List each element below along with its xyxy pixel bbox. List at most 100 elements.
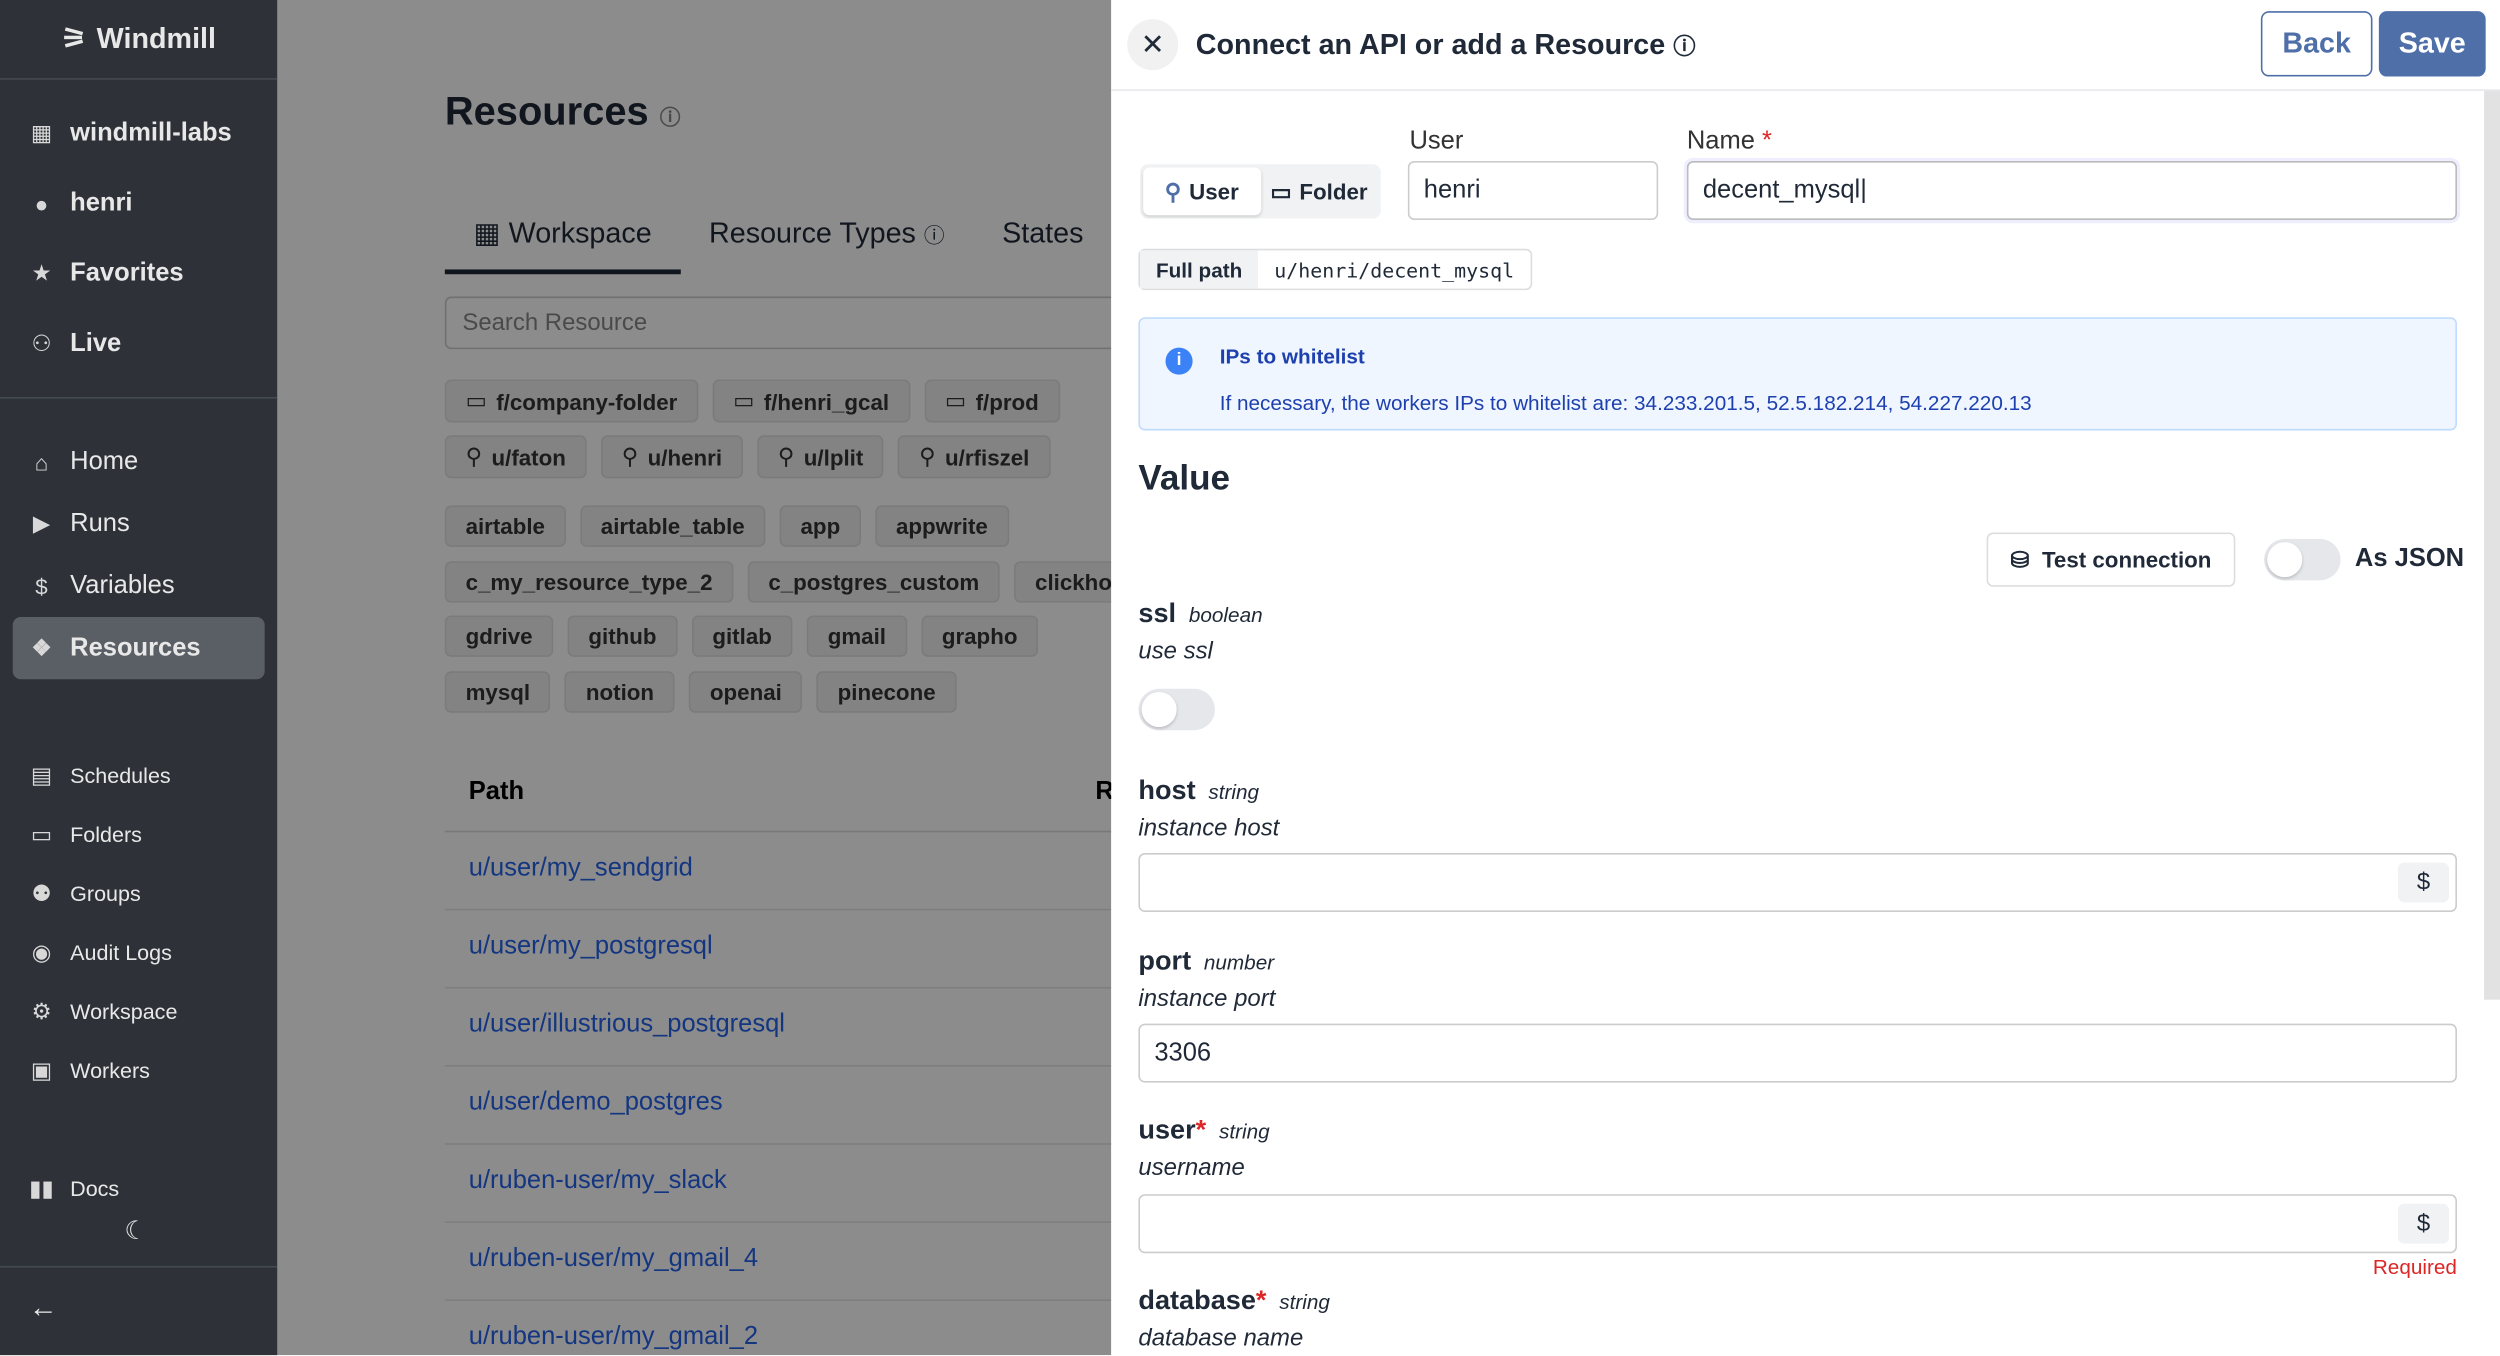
host-input[interactable]: $ bbox=[1138, 853, 2457, 912]
tab-states[interactable]: States bbox=[1002, 216, 1084, 249]
table-row[interactable]: u/ruben-user/my_slack bbox=[444, 1145, 1112, 1223]
info-icon: i bbox=[1165, 347, 1193, 375]
sidebar-item-groups[interactable]: ⚉ Groups bbox=[0, 864, 277, 923]
port-input[interactable]: 3306 bbox=[1138, 1023, 2457, 1083]
user-input[interactable]: $ bbox=[1138, 1194, 2457, 1254]
sidebar-item-folders[interactable]: ▭ Folders bbox=[0, 805, 277, 864]
sidebar-item-workers[interactable]: ▣ Workers bbox=[0, 1041, 277, 1100]
insert-variable-button[interactable]: $ bbox=[2397, 1203, 2449, 1244]
user-icon: ⚲ bbox=[919, 443, 936, 469]
resource-type-chip[interactable]: pinecone bbox=[816, 671, 957, 713]
resource-type-chip[interactable]: clickho bbox=[1014, 561, 1112, 603]
resource-type-chip[interactable]: c_postgres_custom bbox=[747, 561, 1000, 603]
resources-table: PathR u/user/my_sendgridu/user/my_postgr… bbox=[444, 756, 1112, 1355]
search-input[interactable]: Search Resource bbox=[444, 296, 1112, 350]
logo[interactable]: ⚞ Windmill bbox=[0, 0, 278, 80]
user-filter-chip[interactable]: ⚲ u/henri bbox=[600, 435, 743, 479]
test-connection-button[interactable]: ⛁ Test connection bbox=[1986, 532, 2236, 587]
modal-backdrop[interactable] bbox=[277, 0, 1112, 1356]
users-icon: ⚇ bbox=[31, 330, 52, 356]
name-input[interactable]: decent_mysql| bbox=[1686, 161, 2457, 221]
resource-type-chip[interactable]: app bbox=[779, 505, 861, 547]
folder-icon: ▭ bbox=[1270, 177, 1292, 204]
info-icon: ⓘ bbox=[923, 223, 945, 248]
sidebar-item-favorites[interactable]: ★ Favorites bbox=[0, 242, 277, 304]
field-user: user* string username bbox=[1138, 1114, 1270, 1182]
table-row[interactable]: u/ruben-user/my_gmail_4 bbox=[444, 1223, 1112, 1302]
ssl-toggle[interactable] bbox=[1138, 688, 1215, 731]
folder-filter-chip[interactable]: ▭ f/company-folder bbox=[444, 379, 699, 423]
resources-page: Resources ⓘ ▦ Workspace Resource Types ⓘ… bbox=[277, 0, 1112, 1356]
owner-folder-option[interactable]: ▭ Folder bbox=[1270, 177, 1368, 205]
resource-type-chip[interactable]: openai bbox=[689, 671, 803, 713]
field-ssl: ssl boolean use ssl bbox=[1138, 597, 1263, 665]
sidebar-item-runs[interactable]: ▶ Runs bbox=[0, 493, 277, 555]
table-row[interactable]: u/ruben-user/my_gmail_2 bbox=[445, 1301, 1111, 1355]
folder-icon: ▭ bbox=[733, 387, 755, 413]
user-icon: ● bbox=[34, 190, 49, 217]
sidebar-item-home[interactable]: ⌂ Home bbox=[0, 430, 277, 492]
resource-type-chip[interactable]: github bbox=[567, 615, 678, 657]
resource-type-chip[interactable]: grapho bbox=[921, 615, 1039, 657]
sidebar-item-docs[interactable]: ▮▮ Docs bbox=[29, 1175, 120, 1201]
windmill-logo-icon: ⚞ bbox=[61, 22, 88, 55]
owner-user-option[interactable]: ⚲ User bbox=[1143, 167, 1261, 216]
book-icon: ▮▮ bbox=[29, 1175, 54, 1201]
user-filter-chip[interactable]: ⚲ u/lplit bbox=[757, 435, 885, 479]
table-row[interactable]: u/user/illustrious_postgresql bbox=[444, 989, 1112, 1067]
table-header: PathR bbox=[444, 756, 1112, 833]
folder-filter-chip[interactable]: ▭ f/prod bbox=[924, 379, 1060, 423]
user-select[interactable]: henri bbox=[1407, 161, 1659, 221]
back-button[interactable]: Back bbox=[2260, 11, 2373, 77]
resource-type-chip[interactable]: notion bbox=[565, 671, 675, 713]
as-json-toggle[interactable] bbox=[2264, 538, 2341, 581]
user-icon: ⚲ bbox=[465, 443, 482, 469]
user-icon: ⚲ bbox=[621, 443, 639, 469]
resource-type-chip[interactable]: mysql bbox=[444, 671, 551, 713]
close-icon: ✕ bbox=[1140, 27, 1165, 60]
user-filter-chip[interactable]: ⚲ u/faton bbox=[444, 435, 587, 479]
info-icon: ⓘ bbox=[659, 105, 681, 130]
collapse-sidebar-icon[interactable]: ← bbox=[28, 1291, 58, 1324]
gear-icon: ⚙ bbox=[31, 998, 52, 1024]
sidebar-item-variables[interactable]: $ Variables bbox=[0, 555, 277, 617]
resource-type-chip[interactable]: gitlab bbox=[691, 615, 793, 657]
resource-type-chip[interactable]: gmail bbox=[806, 615, 907, 657]
close-button[interactable]: ✕ bbox=[1127, 19, 1179, 71]
ip-whitelist-alert: i IPs to whitelist If necessary, the wor… bbox=[1138, 317, 2457, 431]
dark-mode-toggle-icon[interactable]: ☾ bbox=[124, 1218, 148, 1246]
alert-body: If necessary, the workers IPs to whiteli… bbox=[1219, 390, 2032, 415]
bot-icon: ▣ bbox=[30, 1057, 52, 1083]
workspace-menu[interactable]: ▦ windmill-labs bbox=[0, 102, 277, 164]
sidebar-item-audit-logs[interactable]: ◉ Audit Logs bbox=[0, 923, 277, 982]
sidebar-item-resources[interactable]: ❖ Resources bbox=[12, 617, 265, 680]
tab-resource-types[interactable]: Resource Types ⓘ bbox=[709, 216, 945, 249]
resource-type-chip[interactable]: appwrite bbox=[875, 505, 1009, 547]
info-icon: ⓘ bbox=[1673, 32, 1696, 59]
sidebar-item-schedules[interactable]: ▤ Schedules bbox=[0, 746, 277, 805]
dollar-icon: $ bbox=[35, 573, 48, 599]
table-row[interactable]: u/user/my_sendgrid bbox=[444, 832, 1112, 911]
resource-type-chip[interactable]: gdrive bbox=[444, 615, 554, 657]
drawer-title: Connect an API or add a Resource ⓘ bbox=[1195, 27, 1696, 60]
user-menu[interactable]: ● henri bbox=[0, 172, 277, 234]
full-path: Full path u/henri/decent_mysql bbox=[1138, 248, 1532, 291]
resource-type-chip[interactable]: airtable_table bbox=[580, 505, 766, 547]
divider bbox=[0, 1265, 278, 1268]
scrollbar[interactable] bbox=[2484, 90, 2500, 1000]
user-filter-chip[interactable]: ⚲ u/rfiszel bbox=[898, 435, 1051, 479]
insert-variable-button[interactable]: $ bbox=[2397, 862, 2449, 903]
name-label: Name * bbox=[1686, 127, 1772, 155]
resource-type-chip[interactable]: airtable bbox=[444, 505, 566, 547]
tabs: ▦ Workspace Resource Types ⓘ States bbox=[444, 204, 1111, 275]
table-row[interactable]: u/user/my_postgresql bbox=[444, 910, 1112, 989]
resource-type-chip[interactable]: c_my_resource_type_2 bbox=[444, 561, 734, 603]
resource-drawer: ✕ Connect an API or add a Resource ⓘ Bac… bbox=[1111, 0, 2500, 1356]
tab-workspace[interactable]: ▦ Workspace bbox=[444, 204, 681, 275]
save-button[interactable]: Save bbox=[2378, 11, 2486, 77]
database-icon: ⛁ bbox=[2010, 546, 2030, 572]
sidebar-item-workspace[interactable]: ⚙ Workspace bbox=[0, 982, 277, 1041]
folder-filter-chip[interactable]: ▭ f/henri_gcal bbox=[712, 379, 910, 423]
sidebar-item-live[interactable]: ⚇ Live bbox=[0, 313, 277, 375]
table-row[interactable]: u/user/demo_postgres bbox=[444, 1067, 1112, 1145]
